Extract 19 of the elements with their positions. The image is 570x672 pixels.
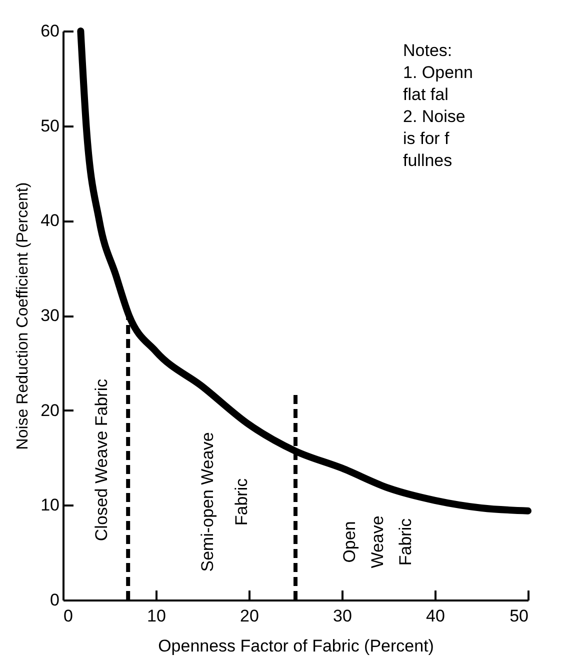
x-tick-label: 10 [147,606,166,626]
annotation: Notes: 1. Openn flat fal 2. Noise is for f fullnes [403,41,473,170]
x-tick-label: 50 [510,606,528,626]
y-axis-title: Noise Reduction Coefficient (Percent) [14,182,32,450]
x-tick-label: 0 [64,606,73,626]
x-tick-label: 20 [240,606,259,626]
y-tick-label: 40 [40,211,60,230]
y-tick-label: 30 [40,306,60,325]
annotation: Semi-open Weave Fabric [198,432,251,572]
x-axis-title: Openness Factor of Fabric (Percent) [158,636,434,656]
y-tick-label: 60 [40,22,60,40]
y-tick-label: 50 [40,116,60,136]
y-tick-label: 0 [50,590,60,610]
y-tick-label: 20 [40,400,60,420]
annotation: Open Weave Fabric [340,516,415,568]
y-tick-label: 10 [40,496,60,515]
x-tick-label: 40 [426,606,445,626]
x-tick-label: 30 [333,606,352,626]
annotation: Closed Weave Fabric [92,378,111,542]
